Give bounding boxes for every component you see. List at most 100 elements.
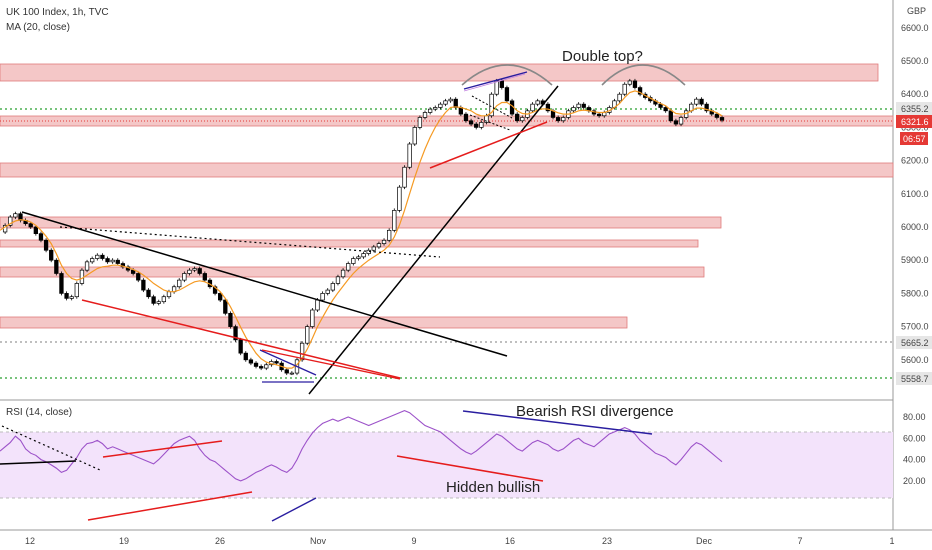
rsi-legend: RSI (14, close) [6,407,73,418]
candle-body [438,103,443,108]
candle-body [243,352,248,361]
blue-top-line [463,71,528,90]
candle-body [499,80,504,88]
badge-upper-bg [896,102,932,115]
candle-body [187,269,192,274]
candle-body [248,359,254,364]
candle-body [433,107,438,110]
candle-body [146,289,151,298]
candle-body [561,117,566,122]
price-tick-label: 6400.0 [901,89,929,99]
candle-body [238,339,243,354]
badge-mid-text: 5665.2 [901,338,929,348]
candle-body [596,113,602,117]
candle-body [714,113,720,118]
candle-body [274,361,279,364]
time-tick-label: Nov [310,536,327,546]
candle-body [678,117,684,125]
price-tick-label: 5700.0 [901,322,929,332]
candle-body [54,259,59,274]
rsi-blue-up [271,497,317,522]
badge-mid-bg [896,336,932,349]
price-tick-label: 5800.0 [901,288,929,298]
double-top-arc-2 [601,64,686,86]
candle-body [218,293,223,301]
candle-body [18,213,23,221]
candle-body [100,254,105,259]
badge-last-price-text: 6321.6 [901,117,929,127]
ma-legend: MA (20, close) [6,22,70,33]
candle-body [494,80,499,95]
candle-body [182,273,187,281]
candle-body [115,259,120,264]
blue-wedge-top [259,349,317,376]
zone-6330 [0,115,894,127]
price-tick-label: 6500.0 [901,56,929,66]
black-dotted-line [59,226,441,258]
price-tick-label: 5600.0 [901,355,929,365]
candle-body [545,103,551,112]
candle-body [325,289,330,294]
time-tick-label: 7 [797,536,802,546]
candle-body [663,107,668,112]
candle-body [38,233,44,241]
rsi-trend-lines [0,410,653,522]
candle-body [581,103,586,108]
candle-body [617,93,622,102]
candle-body [371,246,376,251]
candle-body [166,291,172,298]
candle-body [535,100,540,105]
time-tick-label: 19 [119,536,129,546]
zone-6480 [0,63,879,82]
price-tick-label: 6100.0 [901,189,929,199]
time-tick-label: 9 [411,536,416,546]
badge-low-bg [896,372,932,385]
annotation-bearish-div: Bearish RSI divergence [516,403,674,420]
black-downtrend-line [21,211,508,357]
candle-body [520,117,525,122]
candle-body [74,283,79,298]
candle-body [417,117,423,128]
rsi-tick-label: 60.00 [903,433,926,443]
price-tick-label: 6600.0 [901,23,929,33]
candle-body [463,113,469,122]
candle-body [90,258,95,263]
candle-body [340,269,346,278]
annotation-double-top: Double top? [562,48,643,65]
zone-5955 [0,239,699,248]
price-axis-panel[interactable] [893,0,932,550]
candle-body [141,279,146,291]
candle-body [105,258,110,263]
candle-body [120,263,126,268]
zone-5875 [0,266,705,278]
badge-low: 5558.7 [896,372,932,385]
candle-body [376,243,382,248]
time-tick-label: Dec [696,536,713,546]
trend-lines [21,64,686,395]
candle-body [228,312,233,327]
candle-body [156,301,161,304]
candle-body [346,263,351,271]
candle-body [668,110,673,122]
rsi-tick-label: 80.00 [903,412,926,422]
time-tick-label: 23 [602,536,612,546]
candle-body [412,127,417,145]
badge-last-price: 6321.6 [896,115,932,128]
badge-low-text: 5558.7 [901,374,929,384]
price-tick-label: 6000.0 [901,222,929,232]
candle-body [43,239,49,251]
candle-body [69,296,74,299]
candle-body [515,113,520,122]
candle-body [253,362,259,367]
candle-body [13,213,18,218]
candle-body [576,103,581,108]
chart-header-title: UK 100 Index, 1h, TVC [6,7,109,18]
candle-body [392,210,397,231]
candle-body [330,283,335,291]
black-uptrend-line [308,85,559,395]
candle-body [161,296,167,303]
badge-countdown: 06:57 [900,132,928,145]
candle-body [95,254,100,259]
purple-top-line [463,73,526,92]
